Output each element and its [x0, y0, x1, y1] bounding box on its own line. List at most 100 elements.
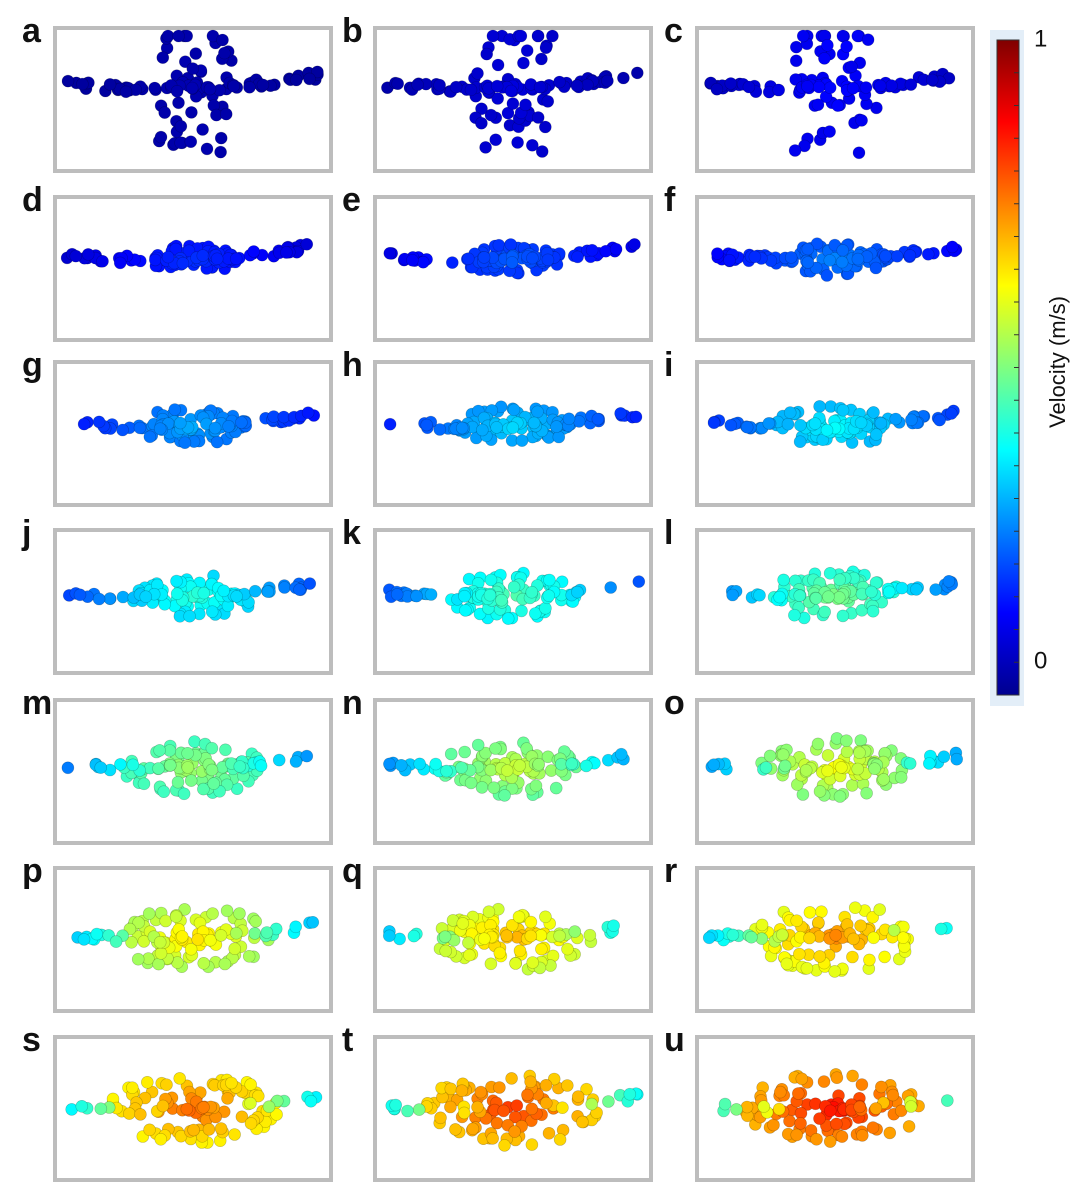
- particle: [104, 593, 116, 605]
- particle: [785, 251, 797, 263]
- particle: [624, 1088, 636, 1100]
- particle: [756, 933, 768, 945]
- particle: [883, 586, 895, 598]
- particle: [185, 136, 197, 148]
- particle: [190, 48, 202, 60]
- particle: [809, 418, 821, 430]
- particle: [852, 763, 864, 775]
- particle: [837, 404, 849, 416]
- particle: [218, 585, 230, 597]
- particle: [498, 1105, 510, 1117]
- particle: [760, 762, 772, 774]
- particle: [800, 764, 812, 776]
- particle: [189, 736, 201, 748]
- particle: [849, 902, 861, 914]
- particle: [155, 947, 167, 959]
- particle: [856, 114, 868, 126]
- particle: [520, 99, 532, 111]
- particle: [540, 1097, 552, 1109]
- particle: [782, 418, 794, 430]
- panel-label: m: [22, 684, 52, 722]
- particle: [197, 250, 209, 262]
- particle: [301, 750, 313, 762]
- particle: [456, 422, 468, 434]
- particle: [530, 780, 542, 792]
- particle: [818, 52, 830, 64]
- particle: [516, 435, 528, 447]
- particle: [832, 100, 844, 112]
- particle: [841, 41, 853, 53]
- colorbar-label: Velocity (m/s): [1045, 296, 1070, 428]
- particle: [158, 786, 170, 798]
- particle: [215, 929, 227, 941]
- particle: [586, 244, 598, 256]
- particle: [472, 739, 484, 751]
- particle: [539, 602, 551, 614]
- particle: [493, 1082, 505, 1094]
- particle: [870, 1103, 882, 1115]
- particle: [78, 933, 90, 945]
- particle: [138, 778, 150, 790]
- particle: [719, 1098, 731, 1110]
- particle: [220, 108, 232, 120]
- particle: [250, 915, 262, 927]
- particle: [162, 251, 174, 263]
- particle: [792, 1088, 804, 1100]
- particle: [910, 583, 922, 595]
- particle: [821, 270, 833, 282]
- particle: [943, 575, 955, 587]
- particle: [725, 78, 737, 90]
- particle: [951, 753, 963, 765]
- particle: [383, 758, 395, 770]
- particle: [187, 63, 199, 75]
- particle: [484, 589, 496, 601]
- particle: [890, 413, 902, 425]
- particle: [821, 39, 833, 51]
- particle: [756, 919, 768, 931]
- particle: [492, 59, 504, 71]
- particle: [206, 742, 218, 754]
- particle: [249, 927, 261, 939]
- particle: [174, 417, 186, 429]
- particle: [517, 57, 529, 69]
- particle: [727, 589, 739, 601]
- particle: [532, 112, 544, 124]
- particle: [280, 247, 292, 259]
- particle: [149, 254, 161, 266]
- particle: [708, 417, 720, 429]
- particle: [172, 776, 184, 788]
- particle: [934, 414, 946, 426]
- particle: [776, 929, 788, 941]
- particle: [904, 249, 916, 261]
- particle: [602, 1096, 614, 1108]
- particle: [941, 1095, 953, 1107]
- particle: [501, 930, 513, 942]
- particle: [279, 582, 291, 594]
- particle: [463, 949, 475, 961]
- particle: [777, 749, 789, 761]
- particle: [563, 413, 575, 425]
- particle: [82, 248, 94, 260]
- particle: [526, 139, 538, 151]
- particle: [262, 586, 274, 598]
- particle: [263, 1101, 275, 1113]
- particle: [178, 788, 190, 800]
- particle: [117, 591, 129, 603]
- particle: [870, 262, 882, 274]
- particle: [155, 131, 167, 143]
- particle: [521, 45, 533, 57]
- particle: [164, 759, 176, 771]
- particle: [512, 137, 524, 149]
- particle: [615, 407, 627, 419]
- particle: [509, 1126, 521, 1138]
- particle: [491, 80, 503, 92]
- particle: [855, 920, 867, 932]
- particle: [159, 107, 171, 119]
- particle: [414, 758, 426, 770]
- particle: [459, 604, 471, 616]
- particle: [515, 30, 527, 42]
- particle: [821, 424, 833, 436]
- particle: [502, 613, 514, 625]
- particle: [93, 416, 105, 428]
- particle: [615, 748, 627, 760]
